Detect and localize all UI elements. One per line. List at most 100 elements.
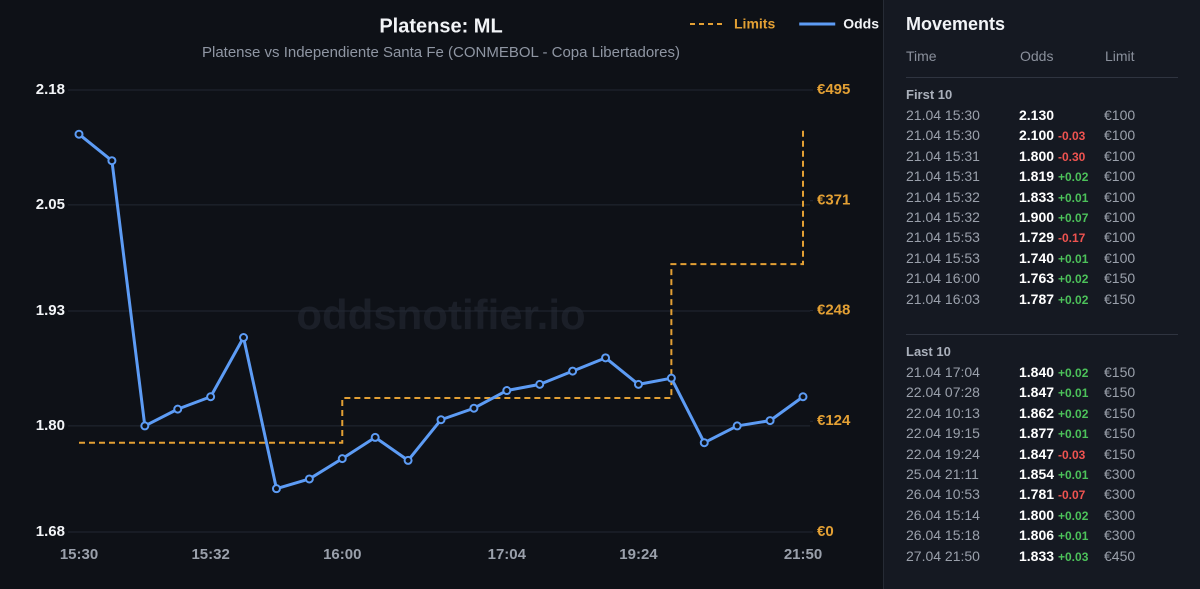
legend-label: Limits (734, 16, 775, 32)
row-change: +0.01 (1058, 468, 1089, 482)
movement-row: 21.04 15:32 1.900 +0.07 €100 (906, 209, 1186, 229)
odds-point (271, 484, 281, 494)
row-change: +0.02 (1058, 366, 1089, 380)
row-change: +0.02 (1058, 170, 1089, 185)
row-odds: 1.877 (1019, 425, 1055, 442)
odds-point (107, 156, 117, 166)
row-odds: 1.833 (1019, 188, 1055, 205)
row-time: 26.04 15:14 (906, 506, 980, 523)
odds-point (469, 403, 479, 413)
odds-point (403, 455, 413, 465)
row-odds: 1.833 (1019, 547, 1055, 564)
row-odds: 1.840 (1019, 364, 1055, 380)
movement-row: 21.04 17:04 1.840 +0.02 €150 (906, 364, 1186, 384)
movement-row: 27.04 21:50 1.833 +0.03 €450 (906, 548, 1186, 568)
odds-point (666, 373, 676, 383)
row-odds: 1.729 (1019, 229, 1055, 246)
movement-row: 21.04 16:03 1.787 +0.02 €150 (906, 291, 1186, 311)
x-tick-label: 19:24 (619, 546, 658, 563)
odds-point (74, 129, 84, 139)
row-time: 21.04 15:53 (906, 229, 980, 246)
row-change: +0.01 (1058, 427, 1089, 442)
row-limit: €100 (1104, 147, 1136, 164)
odds-point (370, 432, 380, 442)
odds-point (239, 333, 249, 343)
row-odds: 1.800 (1019, 506, 1055, 523)
chart-subtitle: Platense vs Independiente Santa Fe (CONM… (202, 44, 680, 61)
row-time: 22.04 10:13 (906, 404, 980, 421)
row-time: 21.04 15:30 (906, 127, 980, 144)
row-change: +0.03 (1058, 549, 1089, 564)
row-odds: 1.787 (1019, 290, 1055, 307)
row-limit: €300 (1104, 486, 1136, 503)
row-limit: €150 (1104, 445, 1136, 462)
row-limit: €100 (1104, 229, 1136, 246)
y2-tick-label: €124 (817, 412, 851, 429)
row-time: 27.04 21:50 (906, 547, 980, 564)
row-time: 21.04 15:32 (906, 209, 980, 225)
movement-row: 26.04 10:53 1.781 -0.07 €300 (906, 486, 1186, 506)
row-time: 26.04 10:53 (906, 486, 980, 503)
row-change: +0.02 (1058, 406, 1089, 421)
row-change: -0.07 (1058, 488, 1086, 503)
movement-row: 21.04 15:32 1.833 +0.01 €100 (906, 189, 1186, 209)
row-time: 22.04 07:28 (906, 384, 980, 401)
row-time: 25.04 21:11 (906, 466, 979, 482)
row-limit: €100 (1104, 107, 1136, 123)
movements-panel: Movements Time Odds Limit First 10 21.04 15:… (883, 0, 1200, 589)
row-change: +0.02 (1058, 292, 1089, 307)
row-odds: 1.847 (1019, 384, 1055, 401)
row-change: +0.01 (1058, 386, 1089, 401)
row-time: 21.04 15:31 (906, 147, 980, 164)
odds-point (206, 392, 216, 402)
chart: Platense: ML Platense vs Independiente S… (36, 15, 879, 563)
row-limit: €150 (1104, 364, 1136, 380)
panel-title: Movements (906, 14, 1006, 34)
odds-point (732, 421, 742, 431)
row-change: +0.02 (1058, 272, 1089, 287)
row-odds: 1.800 (1019, 147, 1055, 164)
odds-point (140, 421, 150, 431)
row-limit: €150 (1104, 270, 1136, 287)
row-odds: 1.862 (1019, 404, 1055, 421)
movement-row: 21.04 15:30 2.130 €100 (906, 107, 1186, 127)
group-title: Last 10 (906, 344, 951, 359)
column-header: Time (906, 48, 937, 64)
movement-row: 21.04 15:31 1.800 -0.30 €100 (906, 148, 1186, 168)
divider (906, 334, 1178, 335)
row-limit: €100 (1104, 168, 1136, 185)
divider (906, 77, 1178, 78)
row-limit: €300 (1104, 466, 1136, 482)
row-time: 21.04 15:53 (906, 249, 980, 266)
row-change: -0.03 (1058, 129, 1086, 144)
row-limit: €450 (1104, 547, 1136, 564)
row-odds: 2.130 (1019, 107, 1055, 123)
movement-row: 25.04 21:11 1.854 +0.01 €300 (906, 466, 1186, 486)
row-odds: 1.781 (1019, 486, 1055, 503)
movement-row: 22.04 10:13 1.862 +0.02 €150 (906, 405, 1186, 425)
y2-tick-label: €371 (817, 192, 850, 209)
odds-point (173, 404, 183, 414)
movement-row: 22.04 19:15 1.877 +0.01 €150 (906, 425, 1186, 445)
odds-point (502, 386, 512, 396)
row-odds: 1.847 (1019, 445, 1055, 462)
odds-point (633, 379, 643, 389)
y-tick-label: 1.80 (36, 417, 65, 434)
movement-row: 21.04 15:31 1.819 +0.02 €100 (906, 168, 1186, 188)
row-change: +0.01 (1058, 190, 1089, 205)
row-limit: €100 (1104, 188, 1136, 205)
odds-point (304, 474, 314, 484)
row-limit: €150 (1104, 290, 1136, 307)
movement-row: 22.04 19:24 1.847 -0.03 €150 (906, 446, 1186, 466)
y2-tick-label: €248 (817, 302, 850, 319)
odds-point (535, 379, 545, 389)
row-time: 21.04 16:00 (906, 270, 980, 287)
row-time: 21.04 17:04 (906, 364, 980, 380)
row-odds: 2.100 (1019, 127, 1055, 144)
odds-point (798, 392, 808, 402)
y-tick-label: 2.18 (36, 81, 65, 98)
row-change: +0.07 (1058, 211, 1089, 225)
row-odds: 1.900 (1019, 209, 1055, 225)
row-odds: 1.806 (1019, 527, 1055, 544)
